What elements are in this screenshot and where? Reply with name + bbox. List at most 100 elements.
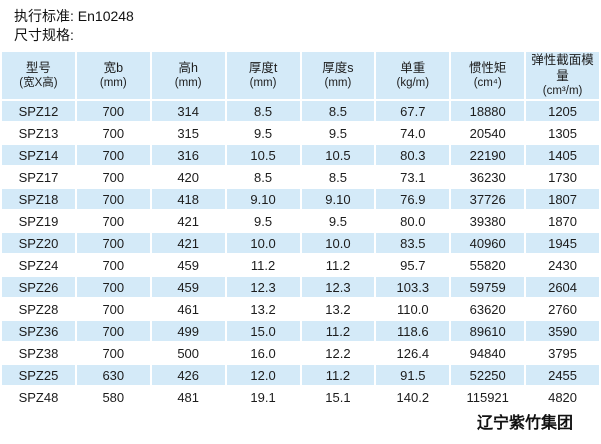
column-header: 厚度s (mm) <box>301 52 375 99</box>
table-cell: 700 <box>76 343 150 363</box>
page-header: 执行标准: En10248 尺寸规格: <box>0 0 601 45</box>
model-cell: SPZ28 <box>2 299 75 319</box>
table-cell: 316 <box>151 145 225 165</box>
column-header-unit: (cm³/m) <box>542 85 583 97</box>
table-cell: 140.2 <box>376 387 450 407</box>
table-cell: 13.2 <box>301 299 375 319</box>
column-header: 高h (mm) <box>151 52 225 99</box>
table-cell: 126.4 <box>376 343 450 363</box>
table-cell: 11.2 <box>301 255 375 275</box>
table-cell: 426 <box>151 365 225 385</box>
table-cell: 110.0 <box>376 299 450 319</box>
table-cell: 59759 <box>451 277 525 297</box>
table-cell: 1807 <box>526 189 599 209</box>
column-header: 宽b (mm) <box>76 52 150 99</box>
table-row: SPZ19 700 421 9.5 9.5 80.0 39380 1870 <box>2 211 599 231</box>
table-cell: 1870 <box>526 211 599 231</box>
table-cell: 3590 <box>526 321 599 341</box>
table-cell: 4820 <box>526 387 599 407</box>
column-header-unit: (mm) <box>249 77 277 89</box>
table-cell: 67.7 <box>376 101 450 121</box>
spec-table-header: 型号 (宽X高) 宽b (mm) 高h (mm) 厚度t (mm) 厚度s (mm) 单重 (kg/m… <box>2 52 599 99</box>
model-cell: SPZ38 <box>2 343 75 363</box>
table-cell: 700 <box>76 277 150 297</box>
table-cell: 459 <box>151 277 225 297</box>
table-cell: 118.6 <box>376 321 450 341</box>
table-cell: 2760 <box>526 299 599 319</box>
table-cell: 10.0 <box>226 233 300 253</box>
table-cell: 700 <box>76 123 150 143</box>
table-row: SPZ18 700 418 9.10 9.10 76.9 37726 1807 <box>2 189 599 209</box>
column-header-label: 高h <box>178 61 198 75</box>
table-cell: 115921 <box>451 387 525 407</box>
table-cell: 700 <box>76 255 150 275</box>
table-cell: 15.1 <box>301 387 375 407</box>
table-row: SPZ17 700 420 8.5 8.5 73.1 36230 1730 <box>2 167 599 187</box>
model-cell: SPZ12 <box>2 101 75 121</box>
table-cell: 580 <box>76 387 150 407</box>
column-header-label: 惯性矩 <box>468 61 507 75</box>
column-header-unit: (mm) <box>99 77 127 89</box>
table-cell: 9.5 <box>226 123 300 143</box>
model-cell: SPZ17 <box>2 167 75 187</box>
table-cell: 12.2 <box>301 343 375 363</box>
table-cell: 9.5 <box>301 211 375 231</box>
table-cell: 9.10 <box>301 189 375 209</box>
column-header: 惯性矩 (cm⁴) <box>451 52 525 99</box>
column-header: 弹性截面模量 (cm³/m) <box>526 52 599 99</box>
model-cell: SPZ26 <box>2 277 75 297</box>
table-cell: 76.9 <box>376 189 450 209</box>
table-cell: 315 <box>151 123 225 143</box>
table-cell: 8.5 <box>301 167 375 187</box>
table-cell: 700 <box>76 233 150 253</box>
table-cell: 63620 <box>451 299 525 319</box>
table-row: SPZ14 700 316 10.5 10.5 80.3 22190 1405 <box>2 145 599 165</box>
table-cell: 95.7 <box>376 255 450 275</box>
table-cell: 1205 <box>526 101 599 121</box>
table-row: SPZ48 580 481 19.1 15.1 140.2 115921 4820 <box>2 387 599 407</box>
table-row: SPZ25 630 426 12.0 11.2 91.5 52250 2455 <box>2 365 599 385</box>
table-cell: 16.0 <box>226 343 300 363</box>
table-cell: 9.10 <box>226 189 300 209</box>
table-cell: 1405 <box>526 145 599 165</box>
column-header-label: 单重 <box>400 61 426 75</box>
table-cell: 52250 <box>451 365 525 385</box>
column-header-unit: (kg/m) <box>396 77 430 89</box>
table-cell: 18880 <box>451 101 525 121</box>
table-cell: 500 <box>151 343 225 363</box>
table-cell: 36230 <box>451 167 525 187</box>
table-row: SPZ26 700 459 12.3 12.3 103.3 59759 2604 <box>2 277 599 297</box>
table-row: SPZ28 700 461 13.2 13.2 110.0 63620 2760 <box>2 299 599 319</box>
spec-table-body: SPZ12 700 314 8.5 8.5 67.7 18880 1205 SPZ13 700 31… <box>2 101 599 407</box>
column-header-label: 厚度s <box>322 61 354 75</box>
model-cell: SPZ20 <box>2 233 75 253</box>
table-cell: 314 <box>151 101 225 121</box>
table-cell: 700 <box>76 145 150 165</box>
table-cell: 94840 <box>451 343 525 363</box>
table-cell: 1305 <box>526 123 599 143</box>
column-header-unit: (mm) <box>324 77 352 89</box>
table-cell: 700 <box>76 101 150 121</box>
table-cell: 1945 <box>526 233 599 253</box>
table-cell: 700 <box>76 321 150 341</box>
table-cell: 22190 <box>451 145 525 165</box>
table-cell: 499 <box>151 321 225 341</box>
table-cell: 10.0 <box>301 233 375 253</box>
table-cell: 700 <box>76 167 150 187</box>
table-cell: 11.2 <box>301 365 375 385</box>
table-cell: 10.5 <box>301 145 375 165</box>
table-cell: 461 <box>151 299 225 319</box>
column-header-unit: (cm⁴) <box>473 77 502 89</box>
table-cell: 1730 <box>526 167 599 187</box>
table-cell: 459 <box>151 255 225 275</box>
column-header-unit: (宽X高) <box>19 77 58 89</box>
table-cell: 630 <box>76 365 150 385</box>
column-header: 型号 (宽X高) <box>2 52 75 99</box>
table-cell: 11.2 <box>301 321 375 341</box>
column-header-label: 厚度t <box>248 61 278 75</box>
table-cell: 19.1 <box>226 387 300 407</box>
table-cell: 3795 <box>526 343 599 363</box>
table-cell: 8.5 <box>226 101 300 121</box>
column-header-label: 弹性截面模量 <box>531 53 594 83</box>
spec-line: 尺寸规格: <box>14 27 74 43</box>
